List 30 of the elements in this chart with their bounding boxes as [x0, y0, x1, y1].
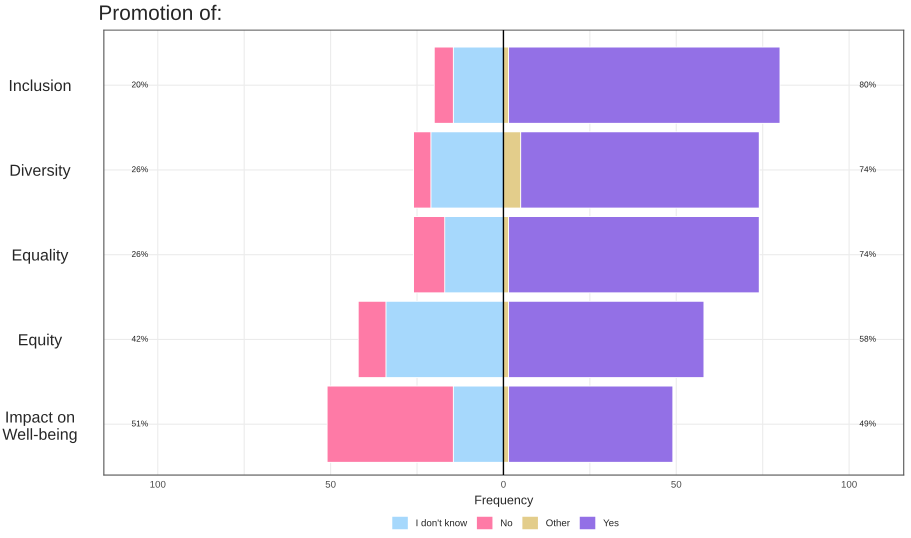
legend-label: I don't know [416, 519, 468, 526]
x-tick-label: 100 [842, 480, 857, 488]
x-tick-label: 50 [326, 480, 336, 488]
annotation: 26% [132, 251, 148, 257]
y-tick-label: Inclusion [10, 79, 70, 92]
annotation: 20% [132, 82, 148, 88]
legend-label: Yes [603, 520, 619, 526]
legend-label: Other [546, 519, 570, 526]
annotation: 80% [860, 82, 876, 88]
legend-label: No [501, 520, 512, 526]
x-axis-title: Frequency [475, 496, 534, 507]
annotation: 74% [860, 251, 876, 257]
bar [508, 216, 760, 294]
annotation: 42% [132, 336, 148, 342]
chart-title: Promotion of: [100, 4, 220, 20]
bar [508, 300, 704, 378]
annotation: 58% [860, 336, 876, 342]
annotation: 74% [860, 166, 876, 172]
bar [508, 386, 674, 463]
bar [508, 46, 780, 124]
y-tick-label: Impact on Well-being [2, 412, 77, 444]
y-tick-label: Diversity [10, 164, 71, 180]
annotation: 49% [860, 420, 876, 426]
annotation: 51% [132, 420, 148, 426]
x-tick-label: 100 [150, 480, 166, 488]
x-tick-label: 0 [501, 480, 506, 488]
y-tick-label: Equity [19, 334, 62, 349]
y-tick-label: Equality [12, 248, 68, 264]
annotation: 26% [132, 166, 148, 172]
x-tick-label: 50 [671, 480, 682, 488]
